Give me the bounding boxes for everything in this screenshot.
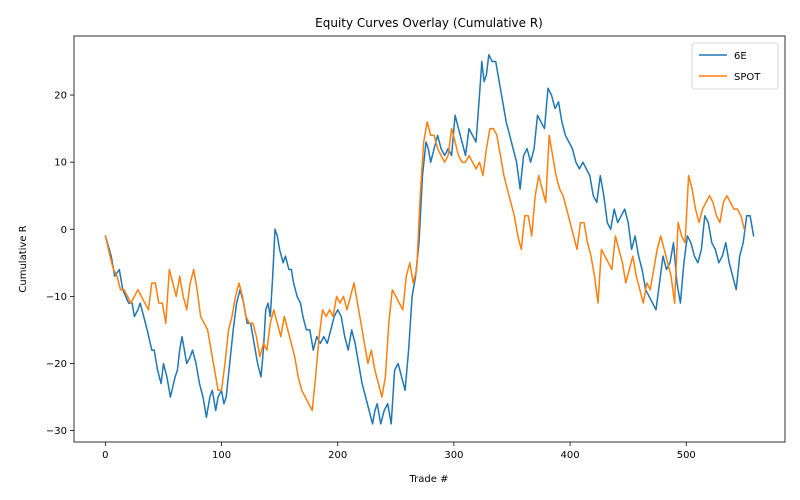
y-axis-label: Cumulative R [18,225,29,292]
plot-background [74,36,785,442]
x-tick-label: 500 [677,450,696,461]
series-line-spot [104,121,746,412]
x-axis: 0 100 200 300 400 500 [102,442,696,461]
y-axis: −30 −20 −10 0 10 20 [46,91,74,437]
x-tick-label: 300 [444,450,463,461]
legend: 6E SPOT [691,42,779,90]
x-axis-label: Trade # [409,474,449,485]
y-tick-label: 10 [54,158,67,169]
y-tick-label: 0 [61,225,67,236]
y-tick-label: −20 [46,359,67,370]
x-tick-label: 100 [212,450,231,461]
x-tick-label: 0 [102,450,108,461]
y-tick-label: −30 [46,426,67,437]
x-tick-label: 200 [328,450,347,461]
series-layer [104,54,755,425]
legend-label-spot: SPOT [734,72,761,83]
x-tick-label: 400 [561,450,580,461]
chart-title: Equity Curves Overlay (Cumulative R) [315,16,543,30]
y-tick-label: −10 [46,292,67,303]
y-tick-label: 20 [54,91,67,102]
plot-frame [73,35,786,443]
legend-label-6e: 6E [734,51,747,62]
series-line-6e [104,54,755,425]
